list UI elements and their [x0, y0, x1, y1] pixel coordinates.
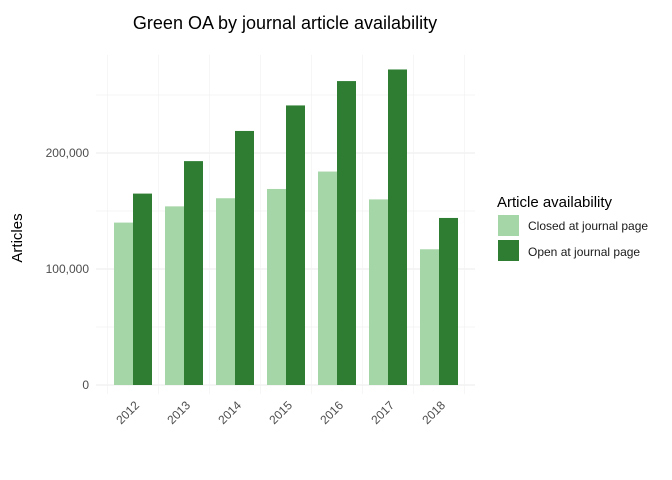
- legend-label-closed: Closed at journal page: [528, 219, 648, 233]
- x-tick-label-2015: 2015: [266, 398, 295, 427]
- legend-key-open: [498, 240, 519, 261]
- legend-title: Article availability: [497, 194, 613, 211]
- y-tick-label: 100,000: [46, 262, 90, 276]
- bar-open-2015: [286, 105, 305, 385]
- x-tick-labels: 2012 2013 2014 2015 2016 2017 2018: [113, 398, 448, 427]
- x-tick-label-2017: 2017: [368, 398, 397, 427]
- chart-title: Green OA by journal article availability: [133, 13, 437, 33]
- y-tick-label: 200,000: [46, 146, 90, 160]
- bar-open-2017: [388, 69, 407, 385]
- bar-closed-2016: [318, 171, 337, 385]
- y-tick-label: 0: [82, 378, 89, 392]
- bar-open-2013: [184, 161, 203, 385]
- x-tick-label-2013: 2013: [164, 398, 193, 427]
- bar-open-2016: [337, 81, 356, 385]
- bar-closed-2014: [216, 198, 235, 385]
- bar-open-2018: [439, 217, 458, 385]
- x-tick-label-2018: 2018: [419, 398, 448, 427]
- bar-closed-2015: [267, 188, 286, 385]
- bar-closed-2018: [420, 249, 439, 385]
- bar-open-2014: [235, 130, 254, 385]
- bar-closed-2012: [114, 222, 133, 385]
- legend-label-open: Open at journal page: [528, 245, 640, 259]
- legend-key-closed: [498, 215, 519, 236]
- bar-closed-2013: [165, 206, 184, 385]
- legend: Article availability Closed at journal p…: [497, 194, 648, 261]
- x-tick-label-2016: 2016: [317, 398, 346, 427]
- x-tick-label-2012: 2012: [113, 398, 142, 427]
- bar-open-2012: [133, 193, 152, 385]
- bar-closed-2017: [369, 199, 388, 385]
- x-tick-label-2014: 2014: [215, 398, 244, 427]
- y-axis-label: Articles: [9, 213, 26, 262]
- y-tick-labels: 0 100,000 200,000: [46, 146, 90, 392]
- bars: [114, 69, 458, 385]
